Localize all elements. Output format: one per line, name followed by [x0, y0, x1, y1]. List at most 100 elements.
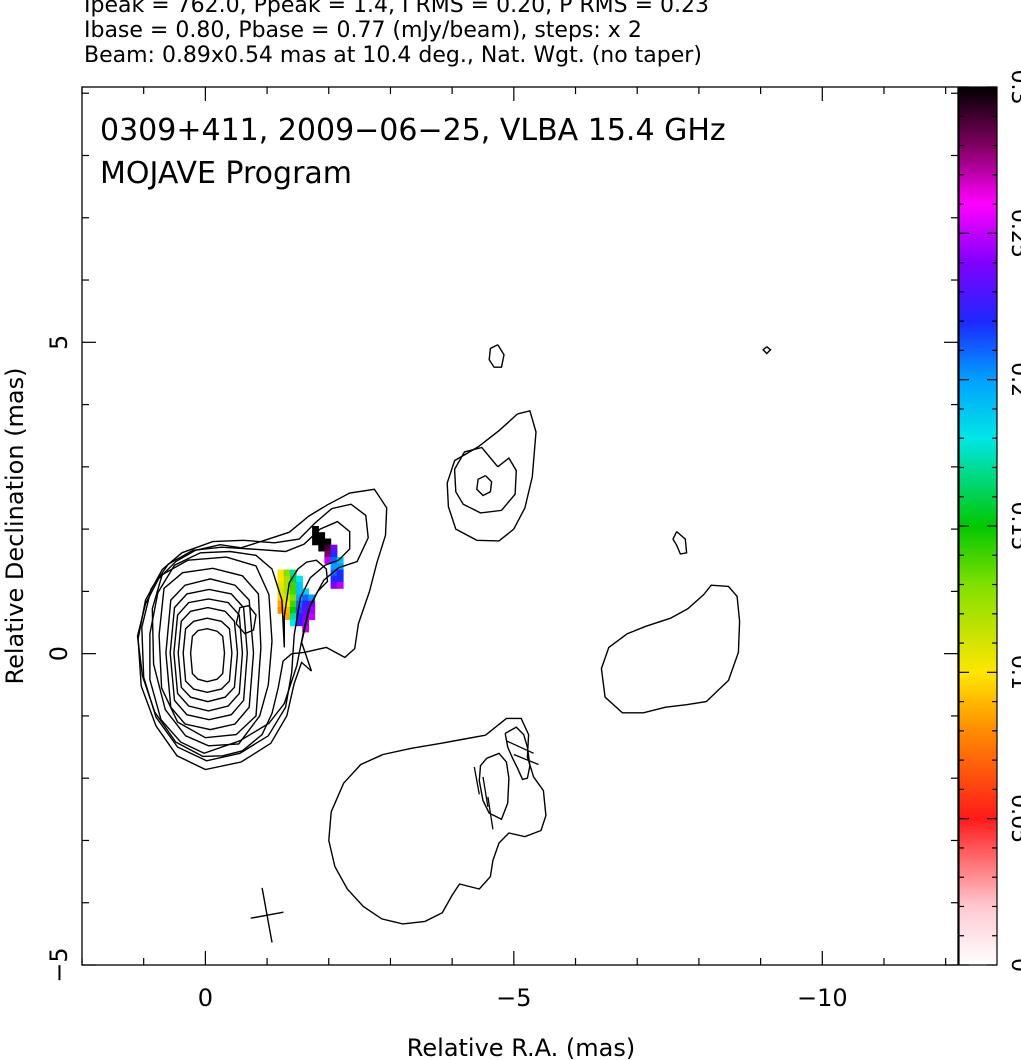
pol-pixel: [283, 613, 291, 620]
pol-pixel: [302, 607, 309, 614]
pol-pixel: [283, 607, 291, 614]
beam-layer: [250, 887, 284, 943]
pol-pixel: [296, 613, 303, 620]
pol-pixel: [296, 607, 303, 614]
pol-pixel: [283, 575, 291, 583]
pol-pixel: [302, 625, 309, 633]
x-tick-label: 0: [198, 984, 213, 1012]
pol-pixel: [308, 607, 316, 614]
pol-pixel: [302, 588, 309, 596]
header-line-2: Ibase = 0.80, Pbase = 0.77 (mJy/beam), s…: [84, 18, 642, 43]
pol-pixel: [308, 594, 316, 602]
pol-pixel: [289, 613, 297, 620]
contour-core-1: [182, 617, 233, 694]
pol-pixel: [277, 588, 285, 596]
pol-pixel: [296, 588, 303, 596]
pixels-layer: [277, 526, 344, 633]
pol-pixel: [330, 582, 338, 589]
pol-pixel: [324, 557, 332, 564]
pol-pixel: [277, 575, 285, 583]
y-tick-label: 5: [45, 335, 73, 350]
pol-vector: [473, 766, 480, 795]
contour-east-small: [672, 531, 688, 555]
pol-pixel: [336, 569, 344, 577]
header-line-1: Ipeak = 762.0, Ppeak = 1.4, I RMS = 0.20…: [84, 0, 709, 18]
contour-core-3: [173, 598, 244, 712]
pol-pixel: [289, 582, 297, 589]
pol-pixel: [312, 526, 319, 533]
pol-pixel: [283, 600, 291, 608]
contour-knot-small: [235, 604, 257, 635]
contour-north-inner: [476, 474, 493, 497]
pol-pixel: [308, 613, 316, 620]
colorbar-tick-label: 0.2: [1006, 362, 1021, 397]
contour-jet-outer: [136, 488, 388, 758]
pol-pixel: [289, 594, 297, 602]
pol-pixel: [283, 569, 291, 577]
colorbar-tick-label: 0.25: [1006, 209, 1021, 258]
pol-vector: [482, 776, 489, 807]
pol-pixel: [289, 600, 297, 608]
contour-tiny-blob: [762, 346, 772, 355]
title-line-1: 0309+411, 2009−06−25, VLBA 15.4 GHz: [100, 113, 726, 148]
pol-pixel: [277, 569, 285, 577]
contour-core-0: [189, 627, 226, 683]
contour-north-mid: [453, 446, 518, 514]
pol-pixel: [289, 575, 297, 583]
pol-pixel: [312, 538, 319, 546]
contour-core-6: [158, 567, 262, 739]
ticks-layer: [81, 87, 958, 966]
pol-pixel: [336, 557, 344, 564]
colorbar-tick-label: 0.1: [1006, 655, 1021, 690]
y-tick-label: 0: [45, 646, 73, 661]
pol-pixel: [330, 563, 338, 571]
pol-pixel: [277, 600, 285, 608]
pol-pixel: [289, 588, 297, 596]
contour-core-2: [177, 606, 239, 703]
contour-jet-8: [149, 550, 329, 755]
colorbar-tick-label: 0: [1006, 958, 1021, 972]
pol-pixel: [318, 544, 326, 552]
pol-pixel: [283, 588, 291, 596]
pol-pixel: [330, 544, 338, 552]
y-axis-label: Relative Declination (mas): [1, 367, 29, 684]
beam-minor-axis: [250, 911, 284, 919]
contour-north-outer: [446, 409, 537, 542]
contour-north-blob: [488, 344, 505, 368]
plot-frame: [81, 86, 959, 966]
colorbar-tick-label: 0.05: [1006, 794, 1021, 843]
colorbar-frame: [958, 86, 998, 966]
contour-jet-10: [137, 503, 369, 771]
pol-pixel: [296, 575, 303, 583]
pol-pixel: [324, 544, 332, 552]
contour-core-4: [169, 588, 248, 721]
pol-pixel: [277, 582, 285, 589]
pol-pixel: [283, 582, 291, 589]
colorbar-tick-label: 0.3: [1006, 70, 1021, 105]
contour-south-lobe: [328, 717, 547, 925]
pol-pixel: [302, 613, 309, 620]
pol-pixel: [302, 594, 309, 602]
pol-pixel: [289, 607, 297, 614]
contour-south-inner-b: [504, 726, 531, 781]
pol-pixel: [277, 607, 285, 614]
pol-pixel: [324, 550, 332, 558]
x-tick-label: −10: [797, 984, 848, 1012]
pol-pixel: [330, 550, 338, 558]
pol-pixel: [289, 569, 297, 577]
pol-pixel: [296, 619, 303, 627]
pol-pixel: [318, 532, 326, 539]
colorbar-labels: 0 0.05 0.1 0.15 0.2 0.25 0.3: [1006, 70, 1021, 973]
pol-pixel: [302, 600, 309, 608]
colorbar-ticks: [958, 86, 998, 966]
contour-core-5: [165, 578, 255, 731]
contour-jet-9: [141, 520, 351, 762]
pol-vector: [487, 796, 494, 830]
colorbar-tick-label: 0.15: [1006, 502, 1021, 551]
vectors-layer: [473, 740, 539, 830]
pol-pixel: [324, 538, 332, 546]
title-line-2: MOJAVE Program: [100, 156, 352, 191]
x-tick-label: −5: [496, 984, 531, 1012]
contour-east-large: [600, 584, 741, 714]
